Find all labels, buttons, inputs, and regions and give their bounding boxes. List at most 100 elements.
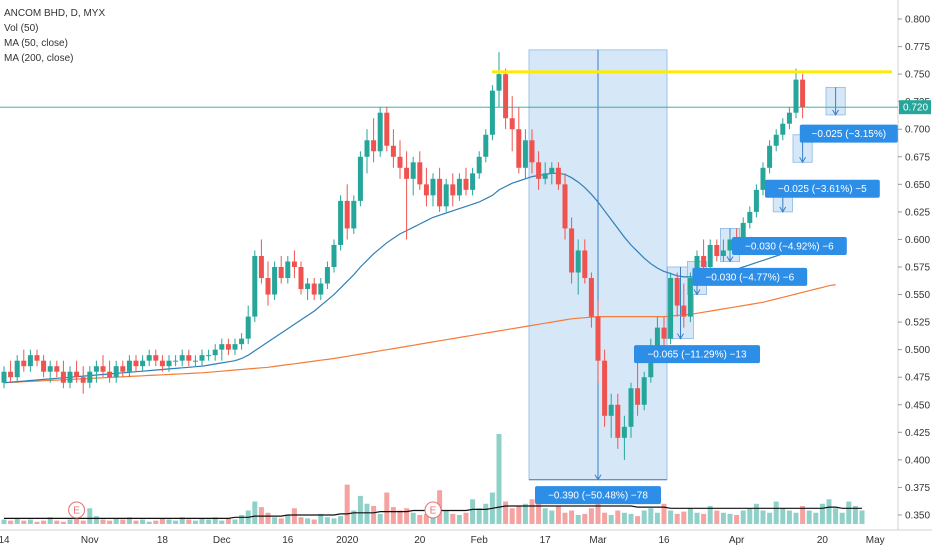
volume-bar xyxy=(734,515,740,524)
price-axis[interactable]: 0.8000.7750.7500.7250.7000.6750.6500.625… xyxy=(898,15,931,522)
candle-body xyxy=(423,184,429,196)
candle-body xyxy=(120,366,126,372)
volume-bar xyxy=(595,503,601,524)
volume-bar xyxy=(252,501,258,524)
volume-bar xyxy=(60,521,66,524)
volume-bar xyxy=(668,510,674,524)
volume-bar xyxy=(186,519,192,524)
candle-body xyxy=(740,222,746,245)
ma200-line xyxy=(3,284,836,384)
volume-bar xyxy=(338,516,344,524)
measure-label-bg xyxy=(535,486,661,505)
candle-body xyxy=(476,156,482,174)
volume-bar xyxy=(14,518,20,524)
candle-body xyxy=(153,355,159,361)
x-tick-label: 16 xyxy=(282,535,294,546)
volume-bar xyxy=(291,508,297,524)
volume-bar xyxy=(331,518,337,524)
candle-body xyxy=(727,239,733,251)
candle-body xyxy=(714,244,720,256)
volume-bar xyxy=(806,510,812,524)
candle-body xyxy=(575,250,581,273)
candle-body xyxy=(549,167,555,174)
y-tick-label: 0.625 xyxy=(905,207,930,218)
candle-body xyxy=(192,360,198,362)
volume-bar xyxy=(377,513,383,524)
candle-body xyxy=(225,344,231,350)
candle-body xyxy=(305,283,311,290)
candle-body xyxy=(516,129,522,168)
x-tick-label: 20 xyxy=(817,535,829,546)
candle-body xyxy=(615,404,621,438)
volume-bar xyxy=(786,510,792,524)
candle-body xyxy=(463,178,469,190)
volume-bar xyxy=(800,506,806,524)
level-lines xyxy=(0,70,898,108)
volume-bar xyxy=(819,503,825,524)
measure-arrow-head xyxy=(693,289,701,296)
volume-bar xyxy=(272,517,278,524)
volume-bar xyxy=(423,513,429,524)
volume-bar xyxy=(483,503,489,524)
volume-bar xyxy=(503,501,509,524)
candle-body xyxy=(602,360,608,416)
candle-body xyxy=(430,178,436,196)
volume-bar xyxy=(107,520,113,524)
measure-labels: −0.390 (−50.48%) −78 −0.065 (−11.29%) −13… xyxy=(535,124,898,505)
candle-body xyxy=(608,404,614,416)
volume-bar xyxy=(357,495,363,524)
candle-body xyxy=(331,244,337,267)
volume-bar xyxy=(166,519,172,524)
x-tick-label: Mar xyxy=(589,535,607,546)
volume-bar xyxy=(582,513,588,524)
volume-bar xyxy=(496,434,502,524)
volume-bar xyxy=(588,508,594,524)
volume-bar xyxy=(159,518,165,524)
volume-bar xyxy=(549,510,555,524)
time-axis[interactable]: 14 Nov 18 Dec 16 2020 20 Feb 17 Mar 16 Apr 20 May xyxy=(0,535,885,546)
candle-body xyxy=(437,178,443,207)
candle-body xyxy=(800,79,806,108)
x-tick-label: 17 xyxy=(540,535,552,546)
measure-label-bg xyxy=(799,124,898,143)
volume-bar xyxy=(529,499,535,524)
x-tick-label: 2020 xyxy=(336,535,359,546)
x-tick-label: Nov xyxy=(81,535,99,546)
measure-label-bg xyxy=(634,345,760,364)
measure-label: −0.025 (−3.61%) −5 xyxy=(778,184,867,195)
candle-body xyxy=(1,371,7,383)
volume-bar xyxy=(120,519,126,524)
candle-body xyxy=(397,156,403,168)
candle-body xyxy=(450,184,456,196)
candle-body xyxy=(786,112,792,124)
volume-bar xyxy=(74,518,80,524)
volume-bar xyxy=(173,520,179,524)
volume-bar xyxy=(648,508,654,524)
volume-bar xyxy=(839,512,845,524)
volume-bar xyxy=(780,508,786,524)
grid xyxy=(0,0,932,531)
volume-bar xyxy=(674,513,680,524)
candle-body xyxy=(536,162,542,179)
candle-body xyxy=(595,316,601,361)
candle-body xyxy=(489,90,495,135)
volume-bar xyxy=(100,519,106,524)
legend-title: ANCOM BHD, D, MYX xyxy=(4,8,106,19)
candle-body xyxy=(291,261,297,267)
y-tick-label: 0.350 xyxy=(905,510,930,521)
y-tick-label: 0.550 xyxy=(905,290,930,301)
candle-body xyxy=(681,305,687,317)
candle-body xyxy=(186,355,192,361)
volume-bar xyxy=(153,520,159,524)
volume-bar xyxy=(608,515,614,524)
volume-bar xyxy=(760,510,766,524)
volume-bar xyxy=(21,520,27,524)
volume-bar xyxy=(47,517,53,524)
volume-bar xyxy=(34,521,40,524)
x-tick-label: Apr xyxy=(729,535,745,546)
candle-body xyxy=(113,366,119,378)
candle-body xyxy=(404,167,410,179)
volume-bar xyxy=(179,517,185,524)
